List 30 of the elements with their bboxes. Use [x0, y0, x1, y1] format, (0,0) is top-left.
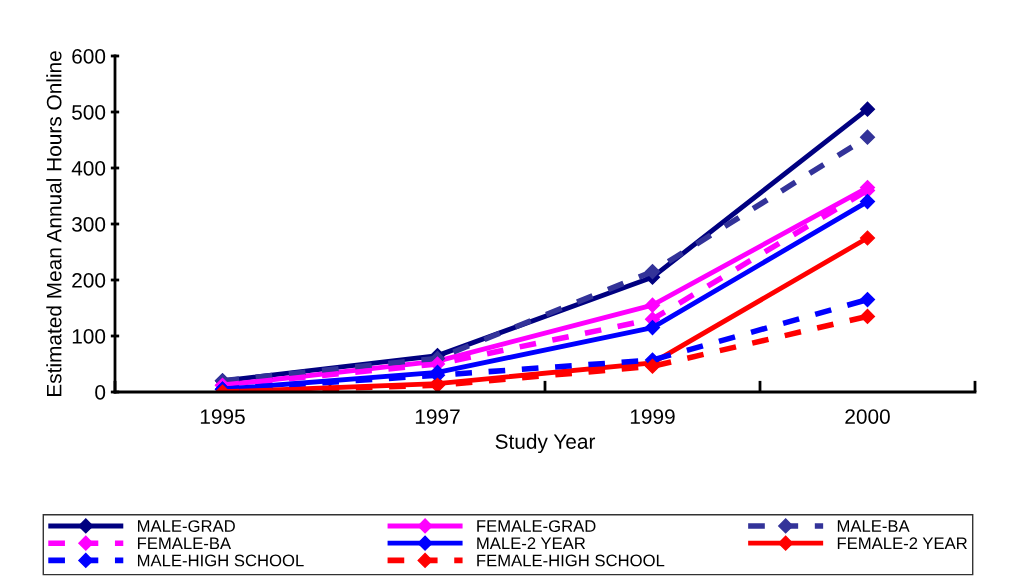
x-axis-title: Study Year	[495, 433, 596, 454]
point	[644, 264, 661, 280]
legend-label: FEMALE-2 YEAR	[837, 537, 967, 550]
y-tick-label: 200	[72, 273, 106, 288]
y-tick-label: 100	[72, 329, 106, 344]
legend-label: FEMALE-HIGH SCHOOL	[477, 554, 665, 567]
x-tick-label: 1997	[415, 409, 460, 424]
x-tick-label: 1999	[630, 409, 675, 424]
y-tick-label: 500	[72, 105, 106, 120]
point	[859, 194, 876, 210]
x-tick-label: 1995	[200, 409, 245, 424]
legend-label: MALE-BA	[837, 520, 910, 532]
y-axis-title: Estimated Mean Annual Hours Online	[46, 51, 62, 396]
point	[859, 129, 876, 145]
legend-label: MALE-HIGH SCHOOL	[137, 554, 304, 567]
y-tick-label: 400	[71, 161, 106, 176]
legend-label: FEMALE-GRAD	[477, 520, 596, 532]
point	[644, 297, 661, 313]
y-tick-label: 300	[72, 217, 106, 232]
point	[859, 101, 876, 117]
point	[859, 308, 876, 324]
point	[644, 320, 661, 336]
legend-label: MALE-2 YEAR	[477, 537, 586, 550]
x-tick-label: 2000	[845, 409, 890, 424]
legend-label: MALE-GRAD	[137, 520, 235, 532]
point	[859, 292, 876, 308]
y-tick-label: 0	[95, 385, 106, 400]
legend-label: FEMALE-BA	[137, 537, 232, 550]
point	[859, 230, 876, 246]
y-tick-label: 600	[72, 49, 106, 64]
